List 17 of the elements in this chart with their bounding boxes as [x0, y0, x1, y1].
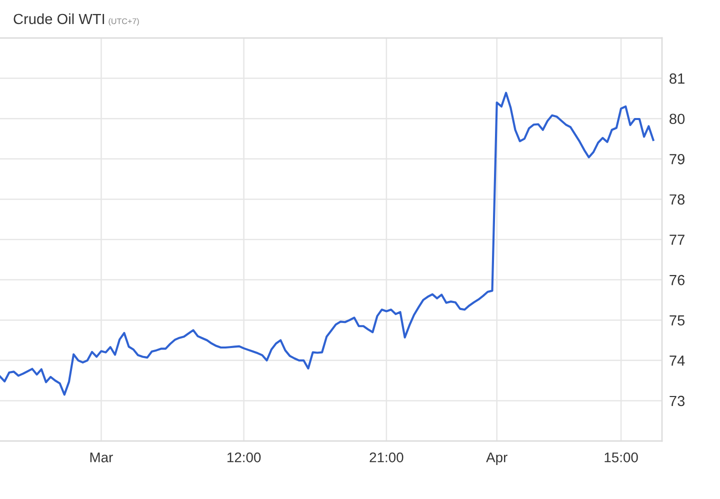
x-tick-label: 12:00 — [228, 452, 261, 462]
y-tick-label: 74 — [670, 356, 685, 366]
x-tick-label: 21:00 — [370, 452, 404, 462]
y-tick-label: 77 — [670, 234, 684, 245]
chart-subtitle: (UTC+7) — [108, 18, 139, 26]
y-tick-label: 76 — [670, 274, 685, 286]
y-tick-label: 78 — [670, 194, 685, 205]
line-series — [0, 92, 654, 396]
x-tick-label: Mar — [90, 452, 113, 462]
x-tick-label: Apr — [486, 452, 508, 466]
y-tick-label: 80 — [670, 114, 685, 124]
y-tick-label: 81 — [670, 73, 684, 84]
x-tick-label: 15:00 — [604, 452, 638, 462]
y-tick-label: 79 — [670, 154, 684, 164]
y-tick-label: 73 — [670, 396, 685, 406]
chart-title: Crude Oil WTI — [14, 13, 104, 24]
y-tick-label: 75 — [670, 315, 685, 326]
